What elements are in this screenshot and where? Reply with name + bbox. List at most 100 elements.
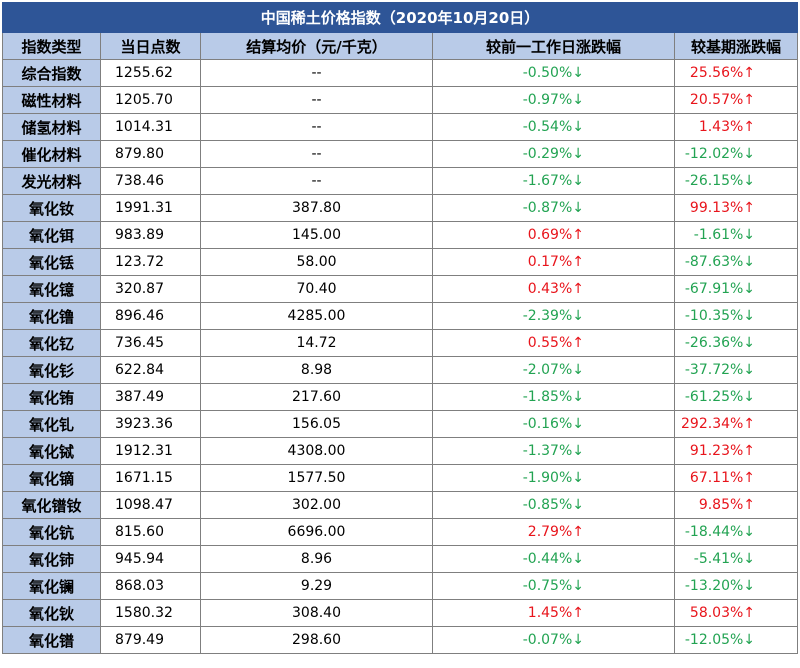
daily-change-cell: 0.69%↑: [432, 221, 675, 249]
table-row: 氧化钆 3923.36 156.05 -0.16%↓ 292.34%↑: [2, 410, 799, 438]
daily-change-cell: 0.55%↑: [432, 329, 675, 357]
daily-change-cell: -2.39%↓: [432, 302, 675, 330]
table-row: 氧化钐 622.84 8.98 -2.07%↓ -37.72%↓: [2, 356, 799, 384]
base-change-cell: 67.11%↑: [673, 464, 799, 492]
index-type-cell: 氧化镨: [2, 626, 101, 654]
points-cell: 1991.31: [100, 194, 201, 222]
points-cell: 1205.70: [100, 86, 201, 114]
table-row: 氧化镨 879.49 298.60 -0.07%↓ -12.05%↓: [2, 626, 799, 654]
index-type-cell: 氧化镨钕: [2, 491, 101, 519]
table-title: 中国稀土价格指数（2020年10月20日）: [1, 2, 799, 33]
table-row: 催化材料 879.80 -- -0.29%↓ -12.02%↓: [2, 140, 799, 168]
index-type-cell: 催化材料: [2, 140, 101, 168]
points-cell: 1255.62: [100, 59, 201, 87]
daily-change-cell: -0.85%↓: [432, 491, 675, 519]
price-cell: 8.96: [200, 545, 433, 573]
price-cell: --: [200, 59, 433, 87]
points-cell: 3923.36: [100, 410, 201, 438]
price-cell: 298.60: [200, 626, 433, 654]
points-cell: 320.87: [100, 275, 201, 303]
index-type-cell: 氧化铒: [2, 221, 101, 249]
index-type-cell: 氧化钆: [2, 410, 101, 438]
price-cell: 4308.00: [200, 437, 433, 465]
index-type-cell: 氧化钬: [2, 599, 101, 627]
table-row: 氧化钪 815.60 6696.00 2.79%↑ -18.44%↓: [2, 518, 799, 546]
price-cell: 302.00: [200, 491, 433, 519]
price-cell: 9.29: [200, 572, 433, 600]
points-cell: 868.03: [100, 572, 201, 600]
base-change-cell: 91.23%↑: [673, 437, 799, 465]
daily-change-cell: -0.50%↓: [432, 59, 675, 87]
price-cell: 308.40: [200, 599, 433, 627]
column-header-points: 当日点数: [100, 32, 201, 60]
base-change-cell: -87.63%↓: [673, 248, 799, 276]
base-change-cell: -26.15%↓: [673, 167, 799, 195]
price-cell: 58.00: [200, 248, 433, 276]
index-type-cell: 氧化镱: [2, 275, 101, 303]
price-index-table: 中国稀土价格指数（2020年10月20日） 指数类型 当日点数 结算均价（元/千…: [1, 2, 799, 654]
index-type-cell: 氧化镝: [2, 464, 101, 492]
column-header-type: 指数类型: [2, 32, 101, 60]
price-cell: --: [200, 113, 433, 141]
points-cell: 1580.32: [100, 599, 201, 627]
base-change-cell: -5.41%↓: [673, 545, 799, 573]
daily-change-cell: 1.45%↑: [432, 599, 675, 627]
points-cell: 1014.31: [100, 113, 201, 141]
index-type-cell: 氧化铈: [2, 545, 101, 573]
daily-change-cell: 0.17%↑: [432, 248, 675, 276]
points-cell: 738.46: [100, 167, 201, 195]
daily-change-cell: -0.44%↓: [432, 545, 675, 573]
column-header-daily-change: 较前一工作日涨跌幅: [432, 32, 675, 60]
table-title-row: 中国稀土价格指数（2020年10月20日）: [1, 2, 799, 33]
index-type-cell: 发光材料: [2, 167, 101, 195]
table-row: 氧化铈 945.94 8.96 -0.44%↓ -5.41%↓: [2, 545, 799, 573]
points-cell: 879.80: [100, 140, 201, 168]
index-type-cell: 氧化钇: [2, 329, 101, 357]
table-row: 综合指数 1255.62 -- -0.50%↓ 25.56%↑: [2, 59, 799, 87]
base-change-cell: 58.03%↑: [673, 599, 799, 627]
points-cell: 983.89: [100, 221, 201, 249]
column-header-base-change: 较基期涨跌幅: [673, 32, 799, 60]
daily-change-cell: -0.29%↓: [432, 140, 675, 168]
table-row: 氧化铽 1912.31 4308.00 -1.37%↓ 91.23%↑: [2, 437, 799, 465]
base-change-cell: -26.36%↓: [673, 329, 799, 357]
daily-change-cell: -0.07%↓: [432, 626, 675, 654]
price-cell: 1577.50: [200, 464, 433, 492]
price-cell: 8.98: [200, 356, 433, 384]
points-cell: 1912.31: [100, 437, 201, 465]
price-cell: --: [200, 167, 433, 195]
price-cell: 6696.00: [200, 518, 433, 546]
base-change-cell: -10.35%↓: [673, 302, 799, 330]
base-change-cell: 99.13%↑: [673, 194, 799, 222]
table-row: 氧化镱 320.87 70.40 0.43%↑ -67.91%↓: [2, 275, 799, 303]
base-change-cell: -12.02%↓: [673, 140, 799, 168]
price-cell: 156.05: [200, 410, 433, 438]
price-cell: 70.40: [200, 275, 433, 303]
daily-change-cell: -1.90%↓: [432, 464, 675, 492]
base-change-cell: -37.72%↓: [673, 356, 799, 384]
daily-change-cell: 0.43%↑: [432, 275, 675, 303]
base-change-cell: 20.57%↑: [673, 86, 799, 114]
index-type-cell: 氧化铕: [2, 383, 101, 411]
table-body: 综合指数 1255.62 -- -0.50%↓ 25.56%↑ 磁性材料 1205.70 --…: [2, 59, 799, 654]
points-cell: 945.94: [100, 545, 201, 573]
base-change-cell: -67.91%↓: [673, 275, 799, 303]
table-row: 氧化铕 387.49 217.60 -1.85%↓ -61.25%↓: [2, 383, 799, 411]
table-row: 氧化钬 1580.32 308.40 1.45%↑ 58.03%↑: [2, 599, 799, 627]
base-change-cell: -13.20%↓: [673, 572, 799, 600]
base-change-cell: -1.61%↓: [673, 221, 799, 249]
table-row: 发光材料 738.46 -- -1.67%↓ -26.15%↓: [2, 167, 799, 195]
daily-change-cell: 2.79%↑: [432, 518, 675, 546]
price-cell: 145.00: [200, 221, 433, 249]
table-row: 氧化铥 123.72 58.00 0.17%↑ -87.63%↓: [2, 248, 799, 276]
points-cell: 387.49: [100, 383, 201, 411]
index-type-cell: 氧化钕: [2, 194, 101, 222]
price-cell: 387.80: [200, 194, 433, 222]
table-row: 氧化钇 736.45 14.72 0.55%↑ -26.36%↓: [2, 329, 799, 357]
daily-change-cell: -2.07%↓: [432, 356, 675, 384]
points-cell: 879.49: [100, 626, 201, 654]
points-cell: 1671.15: [100, 464, 201, 492]
daily-change-cell: -1.67%↓: [432, 167, 675, 195]
base-change-cell: 1.43%↑: [673, 113, 799, 141]
price-cell: --: [200, 86, 433, 114]
